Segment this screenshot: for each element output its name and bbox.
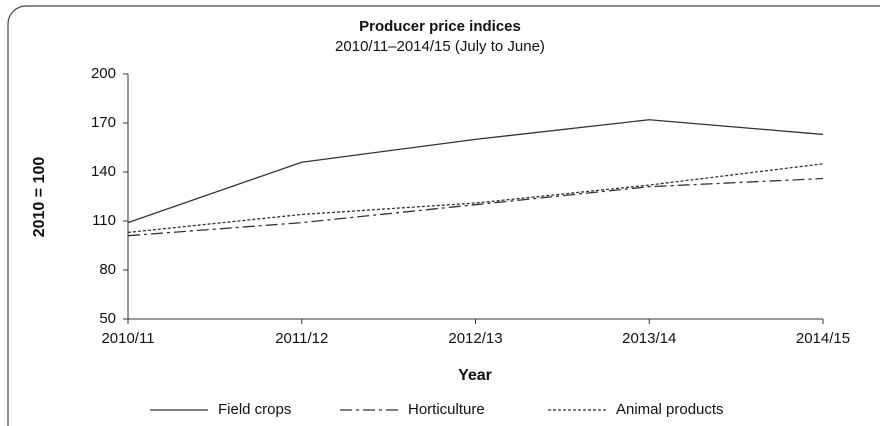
y-tick-label: 80 xyxy=(99,261,116,278)
y-tick-label: 110 xyxy=(92,212,116,229)
legend-label: Field crops xyxy=(218,401,291,418)
chart-title: Producer price indices xyxy=(359,18,521,35)
y-tick-label: 200 xyxy=(91,65,116,82)
frame xyxy=(7,5,880,426)
y-axis-title: 2010 = 100 xyxy=(31,157,48,238)
y-tick-label: 170 xyxy=(91,114,116,131)
x-tick-label: 2013/14 xyxy=(622,330,676,347)
chart-subtitle: 2010/11–2014/15 (July to June) xyxy=(335,38,545,55)
legend-label: Horticulture xyxy=(408,401,485,418)
x-tick-label: 2014/15 xyxy=(796,330,850,347)
series-line xyxy=(127,177,824,237)
x-tick-label: 2010/11 xyxy=(101,330,154,347)
y-tick-label: 50 xyxy=(99,310,116,327)
series-line xyxy=(127,163,824,234)
legend-label: Animal products xyxy=(616,401,724,418)
x-tick-label: 2011/12 xyxy=(275,330,328,347)
y-tick-label: 140 xyxy=(91,163,116,180)
x-axis-title: Year xyxy=(458,367,492,384)
series-line xyxy=(127,119,824,224)
x-tick-label: 2012/13 xyxy=(448,330,502,347)
